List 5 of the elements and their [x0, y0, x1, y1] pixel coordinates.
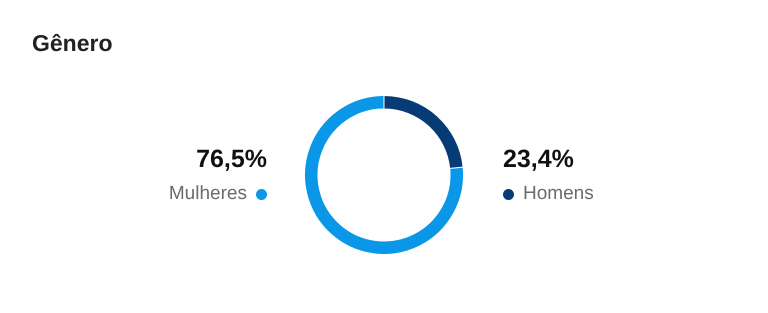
legend-label: Homens: [523, 182, 594, 206]
data-label: 76,5%: [195, 144, 267, 175]
data-label: 23,4%: [503, 144, 575, 175]
chart-title: Gênero: [32, 30, 113, 57]
slice-label: Mulheres: [168, 182, 247, 206]
